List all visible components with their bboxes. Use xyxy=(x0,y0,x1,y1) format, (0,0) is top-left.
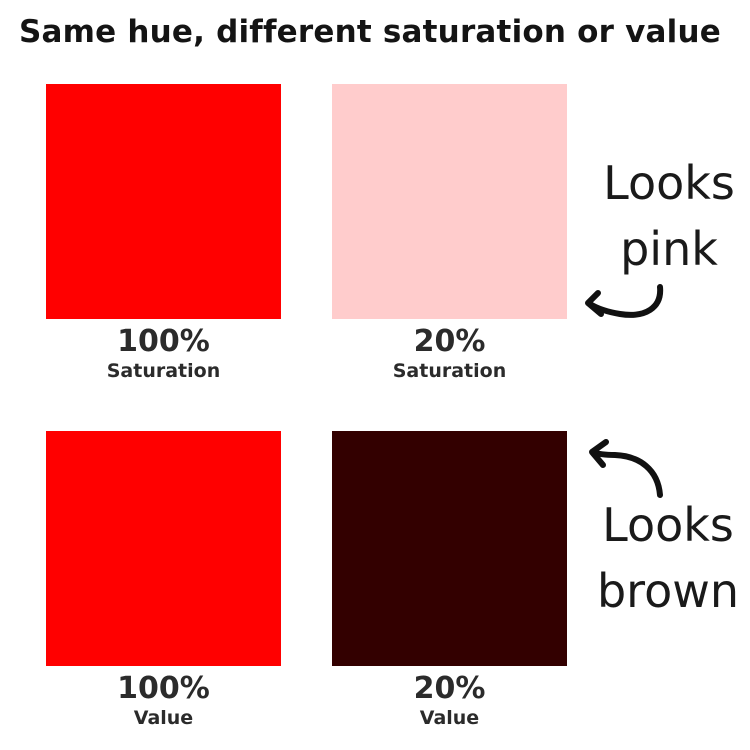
annotation-line: Looks xyxy=(603,156,735,210)
swatch-label: Saturation xyxy=(392,360,507,382)
swatch-percent: 20% xyxy=(413,671,486,706)
swatch-label: Value xyxy=(419,707,480,729)
swatch-percent: 20% xyxy=(413,324,486,359)
curved-arrow-up-icon xyxy=(589,439,663,498)
swatch-red-full-value xyxy=(46,431,281,666)
page-title: Same hue, different saturation or value xyxy=(18,14,721,50)
swatch-pink-low-saturation xyxy=(332,84,567,319)
caption-low-saturation: 20% Saturation xyxy=(332,325,567,383)
caption-low-value: 20% Value xyxy=(332,672,567,730)
swatch-brown-low-value xyxy=(332,431,567,666)
swatch-label: Value xyxy=(133,707,194,729)
annotation-looks-brown: Looks brown xyxy=(588,492,748,624)
caption-full-value: 100% Value xyxy=(46,672,281,730)
swatch-percent: 100% xyxy=(117,671,210,706)
annotation-line: brown xyxy=(596,564,740,618)
caption-full-saturation: 100% Saturation xyxy=(46,325,281,383)
swatch-red-full-saturation xyxy=(46,84,281,319)
swatch-label: Saturation xyxy=(106,360,221,382)
annotation-looks-pink: Looks pink xyxy=(588,150,750,282)
swatch-percent: 100% xyxy=(117,324,210,359)
annotation-line: Looks xyxy=(602,498,734,552)
annotation-line: pink xyxy=(620,222,718,276)
curved-arrow-left-icon xyxy=(585,284,664,318)
